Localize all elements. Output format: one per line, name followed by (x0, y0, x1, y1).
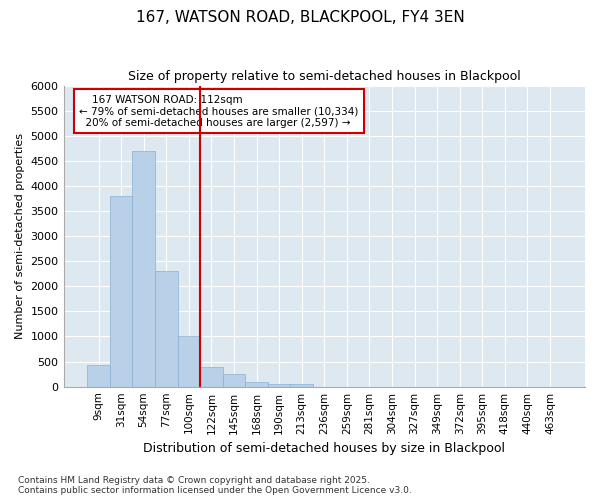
Bar (200, 366, 223, 386)
Title: Size of property relative to semi-detached houses in Blackpool: Size of property relative to semi-detach… (128, 70, 521, 83)
Y-axis label: Number of semi-detached properties: Number of semi-detached properties (15, 133, 25, 339)
X-axis label: Distribution of semi-detached houses by size in Blackpool: Distribution of semi-detached houses by … (143, 442, 505, 455)
Text: 167 WATSON ROAD: 112sqm
← 79% of semi-detached houses are smaller (10,334)
  20%: 167 WATSON ROAD: 112sqm ← 79% of semi-de… (79, 94, 359, 128)
Bar (290, 384, 313, 386)
Bar (223, 374, 245, 386)
Text: Contains HM Land Registry data © Crown copyright and database right 2025.
Contai: Contains HM Land Registry data © Crown c… (18, 476, 412, 495)
Bar (178, 336, 200, 386)
Bar (110, 196, 133, 386)
Text: 167, WATSON ROAD, BLACKPOOL, FY4 3EN: 167, WATSON ROAD, BLACKPOOL, FY4 3EN (136, 10, 464, 25)
Bar (87, 365, 110, 386)
Bar (133, 151, 155, 386)
Bar (155, 271, 178, 386)
Bar (245, 382, 268, 386)
Bar (268, 384, 290, 386)
